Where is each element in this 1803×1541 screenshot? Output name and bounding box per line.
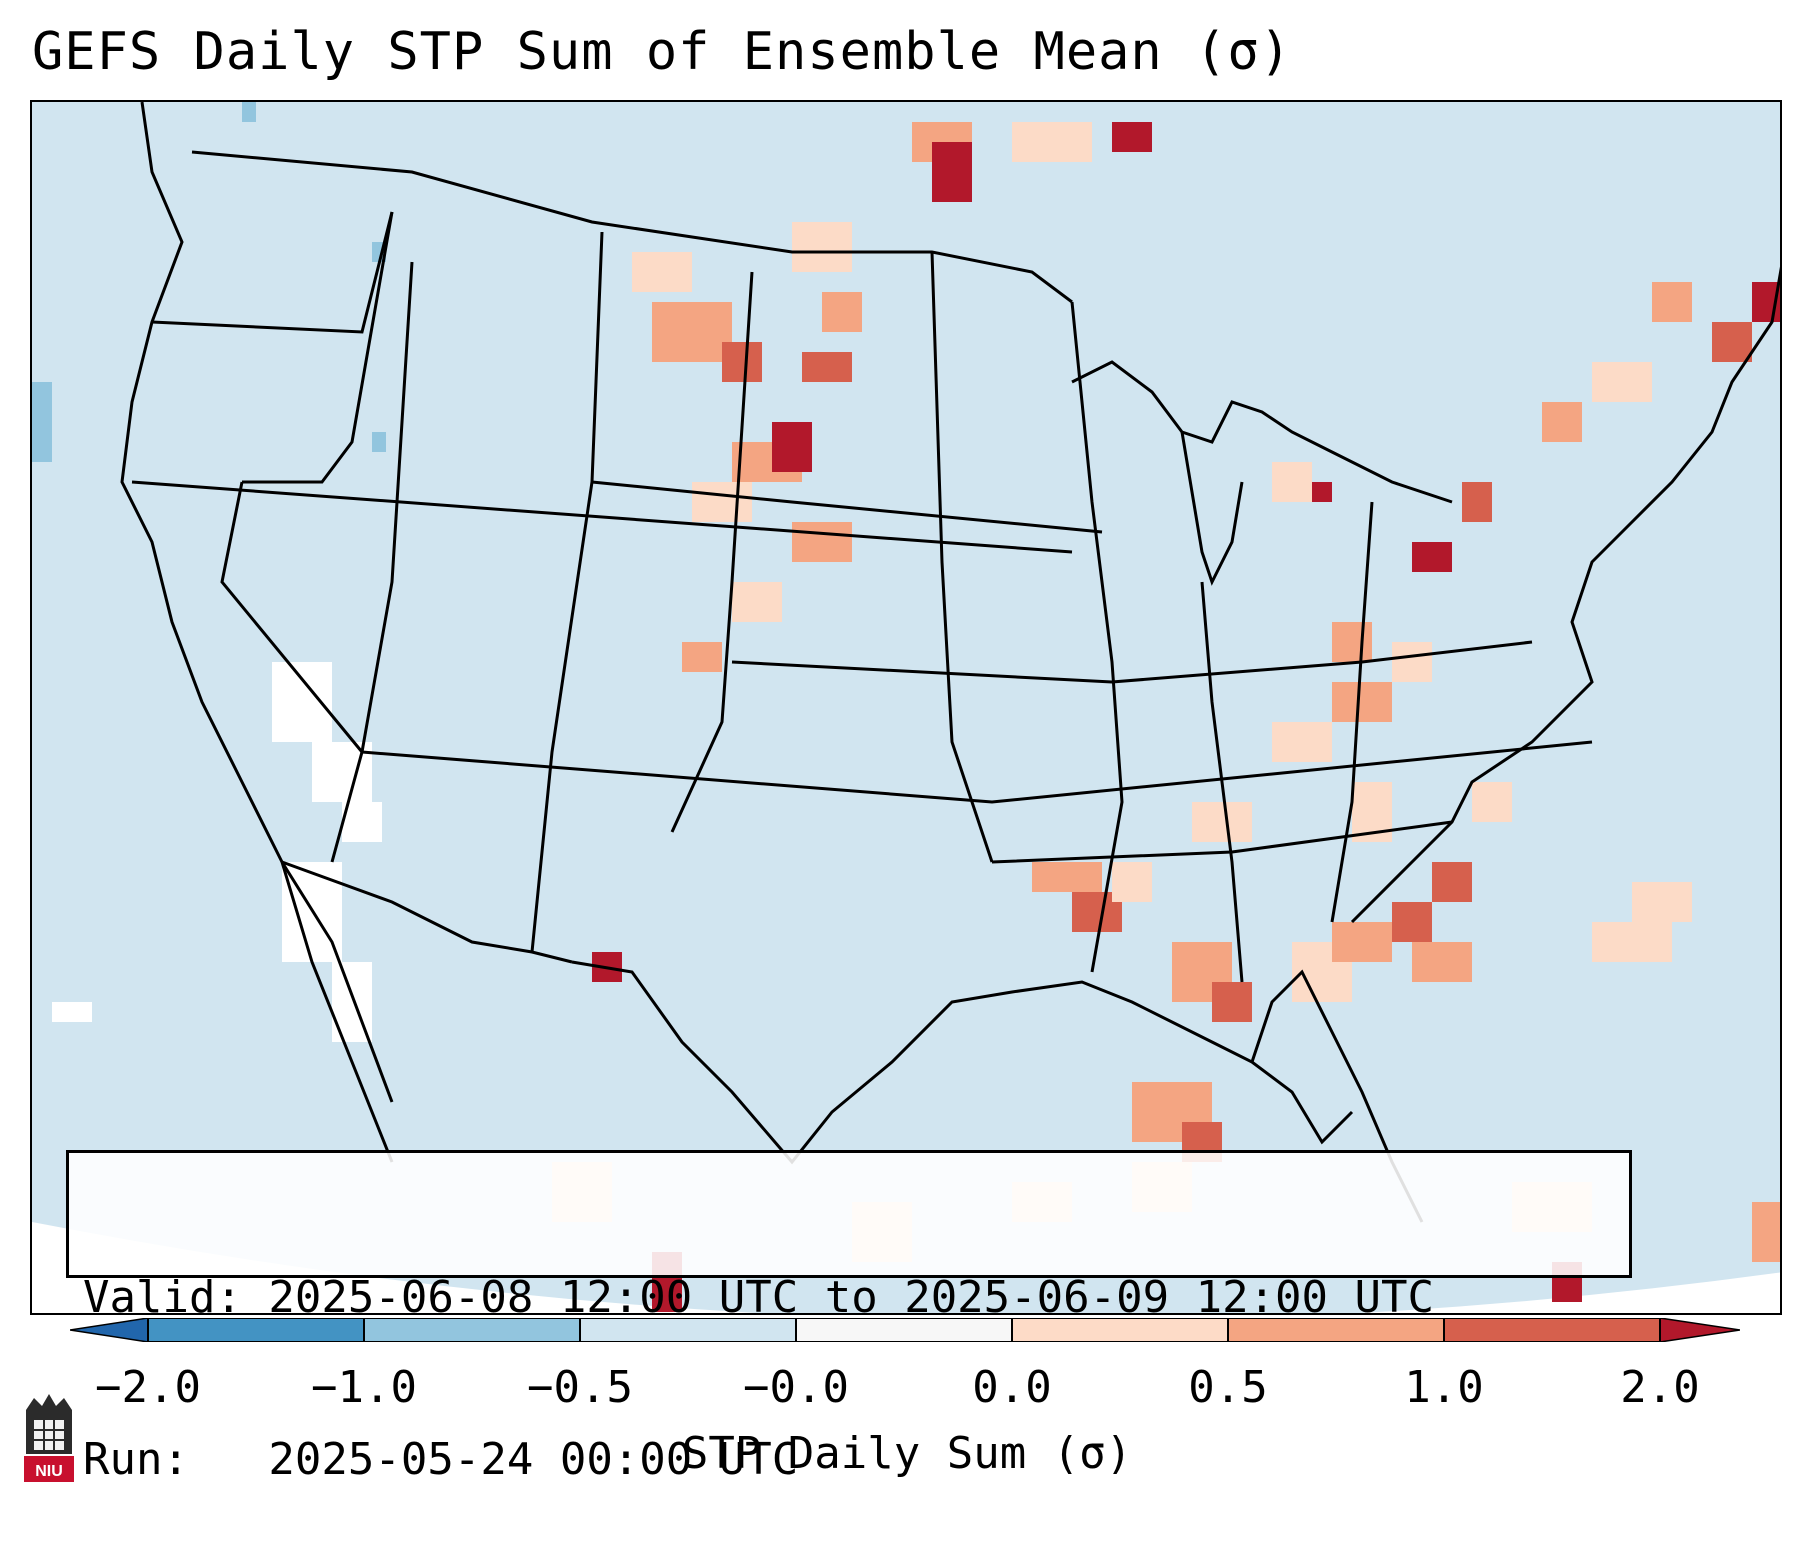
state-line-or-wa bbox=[151, 211, 394, 334]
state-line-mountain bbox=[330, 261, 414, 863]
stp-anomaly-cell bbox=[1392, 642, 1432, 682]
stp-anomaly-cell bbox=[722, 342, 762, 382]
colorbar-segment-7 bbox=[1444, 1318, 1660, 1342]
state-line-lat-4 bbox=[731, 640, 1533, 684]
stp-neutral-cell bbox=[342, 802, 382, 842]
stp-neutral-cell bbox=[272, 662, 332, 742]
stp-anomaly-cell bbox=[792, 222, 852, 272]
stp-anomaly-cell bbox=[1462, 482, 1492, 522]
colorbar-segment-4 bbox=[796, 1318, 1012, 1342]
stp-anomaly-cell bbox=[1012, 122, 1092, 162]
stp-anomaly-cell bbox=[1332, 682, 1392, 722]
colorbar-label: STP Daily Sum (σ) bbox=[681, 1428, 1133, 1479]
stp-negative-cell bbox=[32, 382, 52, 462]
gulf-coast-line bbox=[571, 960, 1354, 1165]
state-line-lat-5 bbox=[991, 820, 1453, 864]
colorbar-segment-1 bbox=[148, 1318, 364, 1342]
stp-anomaly-cell bbox=[1332, 622, 1372, 662]
stp-anomaly-cell bbox=[822, 292, 862, 332]
colorbar-extend-low bbox=[70, 1318, 149, 1342]
stp-anomaly-cell bbox=[772, 422, 812, 472]
run-time-text: Run: 2025-05-24 00:00 UTC bbox=[83, 1434, 799, 1485]
map-canvas bbox=[32, 102, 1780, 1313]
colorbar-tick-label: −2.0 bbox=[95, 1362, 201, 1413]
state-line-mississippi bbox=[1070, 301, 1124, 973]
stp-anomaly-cell bbox=[1392, 902, 1432, 942]
colorbar-tick-label: 2.0 bbox=[1620, 1362, 1700, 1413]
baja-peninsula-line bbox=[280, 861, 394, 1103]
great-lakes-line bbox=[1071, 360, 1453, 504]
us-canada-border bbox=[191, 150, 1073, 304]
stp-anomaly-cell bbox=[1272, 722, 1332, 762]
colorbar-tick-label: −0.5 bbox=[527, 1362, 633, 1413]
state-line-rockies bbox=[530, 231, 604, 953]
stp-anomaly-cell bbox=[1592, 922, 1672, 962]
stp-anomaly-cell bbox=[1312, 482, 1332, 502]
state-line-east bbox=[1330, 501, 1374, 923]
stp-negative-cell bbox=[372, 432, 386, 452]
colorbar-tick-label: 0.5 bbox=[1188, 1362, 1268, 1413]
stp-anomaly-cell bbox=[1112, 862, 1152, 902]
stp-anomaly-cell bbox=[652, 302, 732, 362]
stp-anomaly-cell bbox=[1032, 862, 1102, 892]
colorbar-segment-3 bbox=[580, 1318, 796, 1342]
stp-anomaly-cell bbox=[1542, 402, 1582, 442]
state-line-lat-3 bbox=[591, 480, 1103, 534]
stp-neutral-cell bbox=[52, 1002, 92, 1022]
state-line-lat-2 bbox=[361, 740, 1593, 804]
colorbar-segment-5 bbox=[1012, 1318, 1228, 1342]
state-borders bbox=[120, 102, 1780, 1223]
valid-time-text: Valid: 2025-06-08 12:00 UTC to 2025-06-0… bbox=[83, 1272, 1435, 1323]
state-line-lat-1 bbox=[131, 480, 1073, 554]
stp-anomaly-cell bbox=[1412, 542, 1452, 572]
stp-anomaly-cell bbox=[1272, 462, 1312, 502]
colorbar bbox=[70, 1318, 1740, 1342]
colorbar-tick-label: −1.0 bbox=[311, 1362, 417, 1413]
map-domain bbox=[32, 102, 1780, 1313]
stp-anomaly-cell bbox=[1412, 942, 1472, 982]
colorbar-tick-label: −0.0 bbox=[743, 1362, 849, 1413]
stp-anomaly-cell bbox=[1592, 362, 1652, 402]
stp-anomaly-cell bbox=[1112, 122, 1152, 152]
state-line-id-mt bbox=[242, 211, 394, 484]
colorbar-tick-label: 1.0 bbox=[1404, 1362, 1484, 1413]
stp-anomaly-cell bbox=[1652, 282, 1692, 322]
stp-anomaly-cell bbox=[682, 642, 722, 672]
stp-anomaly-cell bbox=[1472, 782, 1512, 822]
stp-anomaly-cell bbox=[1192, 802, 1252, 842]
state-line-plains-east bbox=[930, 251, 994, 863]
map-panel bbox=[30, 100, 1782, 1315]
colorbar-extend-high bbox=[1659, 1318, 1740, 1342]
chart-title: GEFS Daily STP Sum of Ensemble Mean (σ) bbox=[32, 22, 1292, 82]
colorbar-segment-2 bbox=[364, 1318, 580, 1342]
stp-anomaly-cell bbox=[692, 482, 752, 522]
valid-run-info-box: Valid: 2025-06-08 12:00 UTC to 2025-06-0… bbox=[66, 1150, 1632, 1485]
stp-anomaly-cell bbox=[732, 582, 782, 622]
stp-anomaly-cell bbox=[1632, 882, 1692, 922]
stp-anomaly-cell bbox=[932, 142, 972, 202]
stp-anomaly-cell bbox=[1332, 922, 1392, 962]
west-coast-line bbox=[120, 102, 394, 1163]
stp-anomaly-cell bbox=[1212, 982, 1252, 1022]
east-coast-line bbox=[1350, 266, 1780, 924]
lake-michigan-line bbox=[1180, 431, 1244, 586]
us-mexico-border bbox=[281, 860, 573, 964]
stp-anomaly-cell bbox=[632, 252, 692, 292]
stp-anomaly-cell bbox=[792, 522, 852, 562]
colorbar-segment-6 bbox=[1228, 1318, 1444, 1342]
state-line-midwest bbox=[1200, 581, 1244, 983]
stp-anomaly-cell bbox=[1712, 322, 1752, 362]
colorbar-tick-label: 0.0 bbox=[972, 1362, 1052, 1413]
state-line-plains-west bbox=[670, 271, 754, 833]
svg-text:NIU: NIU bbox=[35, 1463, 63, 1480]
stp-anomaly-cell bbox=[1432, 862, 1472, 902]
niu-logo: NIU bbox=[24, 1394, 74, 1482]
state-line-ca-nv bbox=[220, 481, 364, 753]
stp-anomaly-cell bbox=[802, 352, 852, 382]
stp-negative-cell bbox=[242, 102, 256, 122]
stp-anomaly-cell bbox=[1752, 1202, 1780, 1262]
